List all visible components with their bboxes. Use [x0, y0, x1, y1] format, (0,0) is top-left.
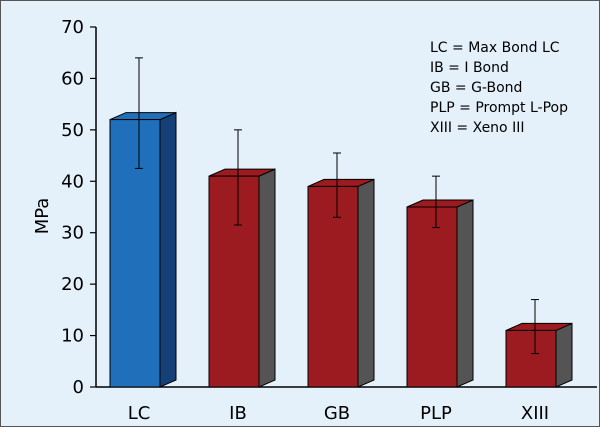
y-tick-label: 70: [61, 17, 84, 38]
x-tick-label: PLP: [420, 403, 452, 424]
y-tick-label: 40: [61, 171, 84, 192]
y-tick-label: 60: [61, 68, 84, 89]
y-tick-label: 50: [61, 120, 84, 141]
y-tick-label: 20: [61, 274, 84, 295]
legend-entry: XIII = Xeno III: [430, 120, 524, 136]
bar: [406, 206, 458, 388]
legend: LC = Max Bond LC IB = I Bond GB = G-Bond PL…: [430, 40, 568, 136]
legend-entry: IB = I Bond: [430, 60, 509, 76]
bar-side: [258, 168, 276, 388]
y-axis-label: MPa: [32, 198, 53, 235]
bar: [307, 185, 359, 388]
error-bars: [135, 57, 539, 355]
bar: [505, 329, 557, 388]
bar: [109, 119, 161, 388]
bar-side: [357, 178, 375, 388]
bars: LC IB GB PLP XIII: [109, 111, 573, 424]
bar-side: [456, 199, 474, 388]
bar: [208, 175, 260, 388]
x-tick-label: IB: [229, 403, 247, 424]
x-tick-label: LC: [128, 403, 151, 424]
x-tick-label: GB: [324, 403, 350, 424]
bar-side: [159, 111, 177, 388]
bar-side: [555, 322, 573, 388]
legend-entry: PLP = Prompt L-Pop: [430, 100, 568, 116]
x-tick-label: XIII: [521, 403, 549, 424]
axes: 0 10 20 30 40 50 60 70: [61, 17, 597, 398]
y-tick-label: 10: [61, 326, 84, 347]
y-tick-label: 0: [73, 377, 84, 398]
legend-entry: GB = G-Bond: [430, 80, 522, 96]
legend-entry: LC = Max Bond LC: [430, 40, 560, 56]
y-tick-label: 30: [61, 223, 84, 244]
